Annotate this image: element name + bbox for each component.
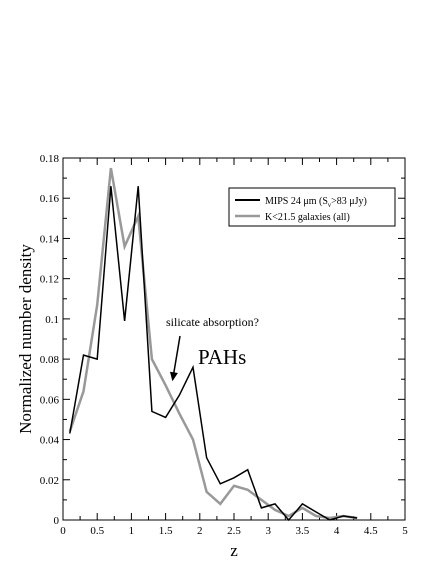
annotation-pahs: PAHs — [198, 345, 246, 369]
legend-label-mips: MIPS 24 μm (Sν>83 μJy) — [265, 196, 367, 209]
y-tick-label: 0.14 — [40, 233, 60, 245]
series-line-0 — [69, 186, 358, 522]
x-axis-label: z — [230, 541, 238, 560]
y-tick-label: 0.06 — [40, 394, 60, 406]
y-tick-label: 0.18 — [40, 153, 60, 165]
x-tick-label: 5 — [402, 525, 408, 537]
y-axis-ticks: 0 0.02 0.04 0.06 0.08 0.1 0.12 0.14 0.16 0.18 — [40, 153, 405, 527]
x-tick-label: 3.5 — [296, 525, 310, 537]
series-layer — [68, 167, 358, 522]
x-tick-label: 4 — [334, 525, 340, 537]
y-tick-label: 0.1 — [45, 314, 59, 326]
legend-label-k: K<21.5 galaxies (all) — [265, 212, 350, 223]
y-tick-label: 0.12 — [40, 274, 59, 286]
y-tick-label: 0.02 — [40, 475, 59, 487]
x-tick-label: 4.5 — [364, 525, 378, 537]
y-tick-label: 0 — [54, 515, 60, 527]
y-axis-label: Normalized number density — [16, 244, 35, 434]
y-tick-label: 0.04 — [40, 435, 60, 447]
x-tick-label: 2.5 — [227, 525, 241, 537]
legend-box — [228, 187, 396, 227]
x-tick-label: 1 — [129, 525, 135, 537]
y-tick-label: 0.08 — [40, 354, 60, 366]
annotation-arrow — [172, 335, 181, 375]
annotation-silicate: silicate absorption? — [166, 315, 259, 329]
x-tick-label: 0 — [60, 525, 66, 537]
annotation-arrowhead — [170, 371, 178, 382]
series-line-1 — [68, 167, 358, 520]
x-tick-label: 3 — [265, 525, 271, 537]
y-tick-label: 0.16 — [40, 193, 60, 205]
legend: MIPS 24 μm (Sν>83 μJy) K<21.5 galaxies (… — [228, 187, 396, 227]
x-tick-label: 2 — [197, 525, 203, 537]
x-axis-ticks: 0 0.5 1 1.5 2 2.5 3 3.5 4 4.5 5 — [60, 158, 408, 537]
x-tick-label: 0.5 — [90, 525, 104, 537]
x-tick-label: 1.5 — [159, 525, 173, 537]
